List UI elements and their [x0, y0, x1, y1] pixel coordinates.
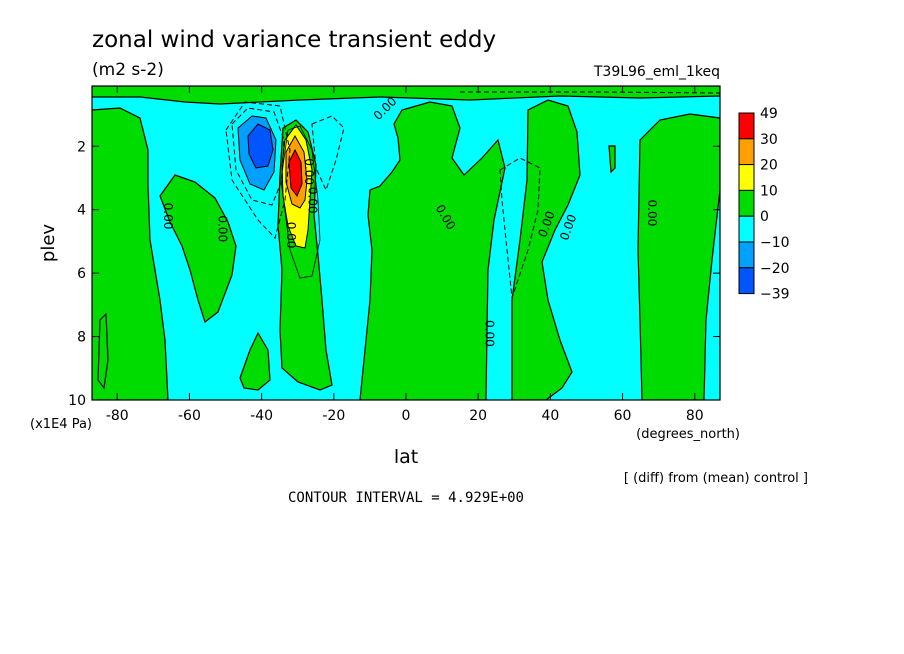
plot-area: [92, 86, 720, 400]
colorbar-swatch: [738, 164, 755, 191]
x-tick-label: 80: [686, 408, 704, 424]
x-axis: -80 -60 -40 -20 0 20 40 60 80: [106, 86, 704, 424]
positive-contours: [280, 125, 321, 279]
region-red: [288, 148, 303, 197]
contour-label: 0.00: [215, 215, 229, 242]
region-deep-blue: [247, 123, 274, 169]
region-w-strip: [97, 312, 109, 390]
y-axis-label: plev: [38, 224, 59, 263]
negative-core: [237, 115, 277, 191]
colorbar-swatch: [738, 241, 755, 269]
colorbar-label: 30: [760, 132, 778, 148]
colorbar-label: −20: [760, 261, 790, 277]
contour-label: 0.00: [306, 187, 320, 214]
x-tick-label: 0: [402, 408, 411, 424]
run-label: T39L96_eml_1keq: [593, 64, 720, 80]
region-n-polar: [637, 113, 720, 400]
jet-contour-outer: [280, 125, 321, 279]
colorbar-label: −39: [760, 287, 790, 303]
region-west: [92, 107, 169, 400]
dashed-contour-1: [231, 107, 285, 206]
x-tick-label: 40: [541, 408, 559, 424]
y-tick-label: 8: [77, 330, 86, 346]
y-units: (x1E4 Pa): [30, 417, 92, 432]
y-tick-label: 4: [77, 203, 86, 219]
x-units: (degrees_north): [636, 427, 740, 442]
x-axis-label: lat: [394, 446, 418, 468]
chart-title: zonal wind variance transient eddy: [92, 27, 496, 53]
colorbar-label: 49: [760, 106, 778, 122]
contour-interval: CONTOUR INTERVAL = 4.929E+00: [288, 490, 524, 506]
dashed-contour-5: [460, 91, 720, 94]
x-tick-label: -40: [250, 408, 273, 424]
colorbar-swatch: [738, 189, 755, 217]
colorbar-label: 20: [760, 158, 778, 174]
contour-labels: 0.00 0.00 0.000.000.000.000.000.00 0.00 0.00…: [161, 94, 659, 347]
y-axis: 2 4 6 8 10: [68, 139, 720, 409]
colorbar-label: −10: [760, 235, 790, 251]
y-tick-label: 6: [77, 266, 86, 282]
x-tick-label: -80: [106, 408, 129, 424]
dashed-contour-3: [499, 157, 541, 299]
green-regions: [92, 86, 720, 400]
region-band-top: [92, 86, 720, 105]
colorbar-label: 0: [760, 209, 769, 225]
y-tick-label: 2: [77, 139, 86, 155]
region-s-midlat: [239, 331, 271, 391]
region-n-jet: [511, 99, 581, 400]
colorbar-swatch: [738, 267, 755, 295]
region-n-spot: [608, 145, 616, 174]
colorbar-swatch: [738, 138, 755, 166]
x-tick-label: 20: [469, 408, 487, 424]
negative-contours: [225, 91, 720, 299]
contour-label: 0.00: [645, 200, 659, 227]
x-tick-label: -20: [322, 408, 345, 424]
contour-label: 0.00: [482, 320, 496, 347]
chart-units: (m2 s-2): [92, 60, 164, 80]
contour-label: 0.00: [284, 222, 298, 249]
region-tropics: [359, 101, 506, 400]
x-tick-label: 60: [614, 408, 632, 424]
contour-label: 0.00: [302, 158, 316, 185]
positive-core: [281, 124, 313, 249]
colorbar: 49 30 20 10 0 −10 −20 −39: [738, 106, 790, 303]
x-tick-label: -60: [178, 408, 201, 424]
colorbar-swatch: [738, 112, 755, 140]
contour-label: 0.00: [161, 203, 175, 230]
colorbar-label: 10: [760, 183, 778, 199]
region-w-tongue: [159, 174, 237, 323]
y-tick-label: 10: [68, 393, 86, 409]
dashed-contour-2: [225, 101, 291, 239]
colorbar-swatch: [738, 215, 755, 243]
footnote: [ (diff) from (mean) control ]: [624, 471, 808, 486]
